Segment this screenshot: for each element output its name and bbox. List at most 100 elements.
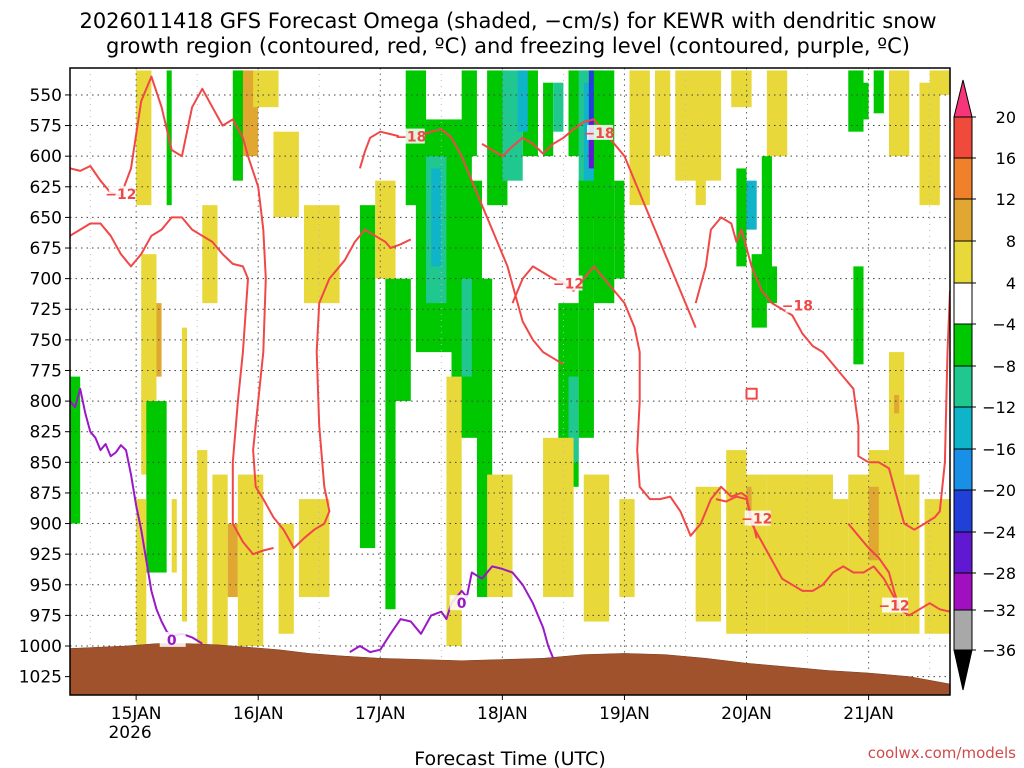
colorbar-label-0: 20 <box>996 108 1016 127</box>
plot-area: −12 −18 −18 −12 −18 −12 −12 0 0 <box>70 68 950 695</box>
colorbar-segment-1 <box>953 157 973 200</box>
omega-cell-71 <box>929 70 950 95</box>
dgz-contour-2-label: −18 <box>395 130 426 146</box>
y-tick-label-11: 825 <box>30 423 62 443</box>
y-tick-label-15: 925 <box>30 545 62 565</box>
omega-cell-6 <box>303 205 340 304</box>
omega-cell-10 <box>181 327 187 622</box>
omega-cell-33 <box>461 70 477 157</box>
y-tick-label-9: 775 <box>30 361 62 381</box>
omega-cell-47 <box>578 180 594 438</box>
x-tick-label-5: 20JAN <box>721 704 772 724</box>
omega-cell-52 <box>583 474 610 622</box>
y-tick-label-7: 725 <box>30 300 62 320</box>
omega-cell-76 <box>766 474 834 634</box>
omega-cell-14 <box>237 474 264 647</box>
title-line-2: growth region (contoured, red, ºC) and f… <box>106 34 910 58</box>
omega-cell-46 <box>568 376 579 463</box>
y-tick-label-16: 950 <box>30 576 62 596</box>
y-tick-label-14: 900 <box>30 515 62 535</box>
omega-cell-2 <box>253 70 279 108</box>
terrain <box>70 643 950 695</box>
omega-cell-44 <box>588 119 594 169</box>
colorbar-segment-6 <box>953 365 973 408</box>
colorbar-label-3: 8 <box>1006 232 1016 251</box>
chart-title: 2026011418 GFS Forecast Omega (shaded, −… <box>79 9 936 58</box>
omega-cell-16 <box>298 499 330 598</box>
omega-cell-54 <box>629 70 650 206</box>
x-tick-sublabel-0: 2026 <box>108 723 151 743</box>
colorbar-label-1: 16 <box>996 149 1016 168</box>
omega-cell-67 <box>863 82 869 120</box>
omega-cell-38 <box>543 82 554 157</box>
colorbar-segment-8 <box>953 448 973 491</box>
colorbar-segment-12 <box>953 609 973 651</box>
y-tick-label-8: 750 <box>30 331 62 351</box>
colorbar-label-13: −36 <box>982 641 1016 660</box>
x-tick-label-0: 15JAN <box>111 704 162 724</box>
colorbar-segment-5 <box>953 323 973 367</box>
y-tick-label-5: 675 <box>30 239 62 259</box>
omega-cell-61 <box>746 180 757 230</box>
omega-cell-65 <box>853 266 864 365</box>
title-line-1: 2026011418 GFS Forecast Omega (shaded, −… <box>79 9 936 33</box>
contours: −12 −18 −18 −12 −18 −12 −12 0 0 <box>70 75 950 659</box>
colorbar-segment-4 <box>953 282 973 325</box>
omega-cell-51 <box>543 437 574 598</box>
omega-cell-18 <box>171 499 177 573</box>
omega-cell-69 <box>888 70 910 157</box>
omega-cell-68 <box>873 70 884 114</box>
dgz-contour-4-label-bg <box>556 275 583 291</box>
omega-cell-53 <box>619 499 635 598</box>
omega-cell-77 <box>833 499 849 634</box>
colorbar-segment-3 <box>953 240 973 284</box>
omega-cell-39 <box>553 82 564 132</box>
x-tick-label-4: 19JAN <box>599 704 650 724</box>
y-tick-label-19: 1025 <box>19 668 62 688</box>
omega-cell-4 <box>232 70 243 181</box>
omega-cell-37 <box>517 70 528 132</box>
omega-cell-15 <box>278 523 294 634</box>
y-tick-label-12: 850 <box>30 453 62 473</box>
dgz-contour-0 <box>70 75 412 549</box>
omega-cell-58 <box>731 70 752 108</box>
dgz-contour-2-label-bg <box>398 128 425 144</box>
x-tick-label-1: 16JAN <box>233 704 284 724</box>
dgz-contour-2 <box>358 128 564 366</box>
colorbar-label-9: −20 <box>982 481 1016 500</box>
dgz-contour-0-label-bg <box>108 186 135 202</box>
y-tick-label-6: 700 <box>30 270 62 290</box>
terrain-surface <box>70 643 950 695</box>
omega-cell-49 <box>614 180 625 279</box>
omega-cell-78 <box>848 474 869 634</box>
x-tick-label-6: 21JAN <box>843 704 894 724</box>
colorbar-label-10: −24 <box>982 523 1016 542</box>
dgz-contour-7-label-bg <box>882 597 909 613</box>
freezing-level-contour-0-label: 0 <box>167 633 177 649</box>
colorbar-top-arrow <box>953 79 973 118</box>
omega-cell-5 <box>273 131 299 218</box>
credit-text: coolwx.com/models <box>868 744 1016 762</box>
y-tick-label-10: 800 <box>30 392 62 412</box>
omega-cell-63 <box>751 254 767 328</box>
colorbar-label-7: −12 <box>982 398 1016 417</box>
freezing-level-contour-0-label-bg <box>159 631 186 647</box>
y-tick-label-17: 975 <box>30 606 62 626</box>
omega-cell-35 <box>502 70 523 181</box>
x-axis-label: Forecast Time (UTC) <box>414 748 605 768</box>
dgz-contour-3-label: −18 <box>583 126 614 142</box>
colorbar-segment-2 <box>953 198 973 242</box>
x-tick-label-3: 18JAN <box>477 704 528 724</box>
x-tick-label-2: 17JAN <box>355 704 406 724</box>
dgz-contour-0-label: −12 <box>105 187 136 203</box>
colorbar-segment-7 <box>953 406 973 450</box>
omega-cell-66 <box>848 70 864 132</box>
omega-cell-73 <box>726 450 747 634</box>
colorbar: 20 16 12 8 4 −4 −8 −12 −16 −20 −24 −28 −32 −36 <box>953 79 1016 691</box>
omega-cell-12 <box>212 474 228 647</box>
colorbar-label-8: −16 <box>982 440 1016 459</box>
omega-cell-57 <box>695 131 706 206</box>
dgz-contour-5-label-bg <box>785 297 812 313</box>
